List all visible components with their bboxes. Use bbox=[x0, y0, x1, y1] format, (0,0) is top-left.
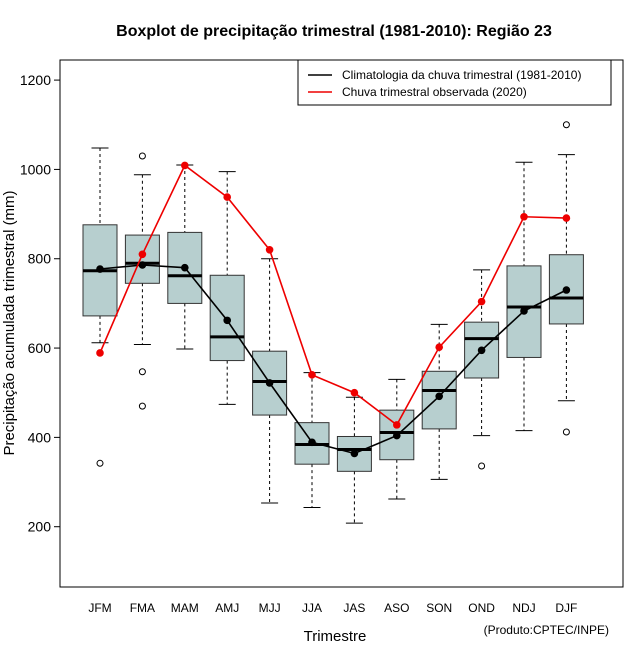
series-point-climatology bbox=[393, 431, 401, 440]
box-mam bbox=[167, 164, 203, 350]
legend-label-climatology: Climatologia da chuva trimestral (1981-2… bbox=[342, 68, 581, 82]
outlier-point bbox=[138, 402, 146, 410]
box-jas bbox=[336, 396, 372, 524]
outlier-point bbox=[562, 428, 570, 436]
x-tick-label-jfm: JFM bbox=[88, 601, 111, 615]
box-djf bbox=[548, 121, 584, 436]
y-tick-label: 1000 bbox=[20, 161, 51, 177]
y-axis-label: Precipitação acumulada trimestral (mm) bbox=[1, 190, 18, 455]
y-tick-label: 200 bbox=[28, 519, 52, 535]
y-tick-label: 400 bbox=[28, 429, 52, 445]
x-tick-label-fma: FMA bbox=[130, 601, 155, 615]
x-axis-label: Trimestre bbox=[304, 628, 367, 645]
series-point-observed bbox=[308, 371, 316, 379]
series-point-climatology bbox=[477, 346, 486, 355]
series-point-observed bbox=[96, 349, 104, 357]
legend: Climatologia da chuva trimestral (1981-2… bbox=[297, 59, 612, 106]
series-point-observed bbox=[562, 214, 571, 222]
x-tick-label-son: SON bbox=[426, 601, 452, 615]
outlier-point bbox=[138, 368, 146, 376]
y-tick-label: 600 bbox=[28, 340, 52, 356]
series-point-observed bbox=[520, 212, 528, 221]
series-point-climatology bbox=[138, 261, 147, 269]
series-line-climatology bbox=[99, 264, 567, 455]
series-point-observed bbox=[477, 297, 486, 306]
series-point-observed bbox=[435, 343, 444, 351]
series-point-climatology bbox=[562, 286, 571, 294]
series-line-observed bbox=[99, 164, 567, 427]
product-credit: (Produto:CPTEC/INPE) bbox=[484, 623, 609, 637]
series-point-observed bbox=[223, 193, 231, 201]
x-tick-label-mjj: MJJ bbox=[259, 601, 281, 615]
chart-title: Boxplot de precipitação trimestral (1981… bbox=[116, 23, 552, 40]
x-axis: JFM FMA MAM AMJ MJJ JJA JAS ASO SON OND NDJ DJF bbox=[88, 601, 577, 615]
series-point-observed bbox=[265, 246, 274, 254]
x-tick-label-ond: OND bbox=[468, 601, 495, 615]
series-point-climatology bbox=[308, 438, 316, 447]
legend-label-observed: Chuva trimestral observada (2020) bbox=[342, 85, 527, 99]
series-point-observed bbox=[393, 421, 401, 429]
series-lines bbox=[96, 161, 571, 458]
outlier-point bbox=[138, 152, 146, 160]
x-tick-label-jas: JAS bbox=[343, 601, 365, 615]
box-jfm bbox=[82, 147, 118, 467]
legend-frame bbox=[297, 59, 612, 106]
x-tick-label-aso: ASO bbox=[384, 601, 409, 615]
y-tick-label: 800 bbox=[28, 251, 52, 267]
series-point-observed bbox=[181, 161, 189, 170]
outlier-point bbox=[96, 459, 104, 467]
outlier-point bbox=[562, 121, 570, 129]
x-tick-label-mam: MAM bbox=[171, 601, 199, 615]
series-point-climatology bbox=[223, 316, 231, 325]
series-point-observed bbox=[350, 388, 359, 397]
series-point-climatology bbox=[96, 265, 104, 273]
x-tick-label-djf: DJF bbox=[555, 601, 577, 615]
x-tick-label-ndj: NDJ bbox=[512, 601, 535, 615]
outlier-point bbox=[478, 462, 486, 470]
series-point-observed bbox=[138, 250, 147, 259]
x-tick-label-jja: JJA bbox=[302, 601, 322, 615]
box-iqr bbox=[124, 234, 160, 284]
x-tick-label-amj: AMJ bbox=[215, 601, 239, 615]
series-point-climatology bbox=[350, 449, 359, 458]
y-tick-label: 1200 bbox=[20, 72, 51, 88]
box-amj bbox=[209, 171, 245, 405]
series-point-climatology bbox=[181, 263, 189, 272]
boxes bbox=[82, 121, 584, 524]
y-axis: 200 400 600 800 1000 1200 bbox=[20, 72, 61, 535]
box-ndj bbox=[506, 161, 542, 432]
series-point-climatology bbox=[520, 307, 528, 315]
series-point-climatology bbox=[435, 392, 444, 401]
series-point-climatology bbox=[265, 379, 274, 387]
